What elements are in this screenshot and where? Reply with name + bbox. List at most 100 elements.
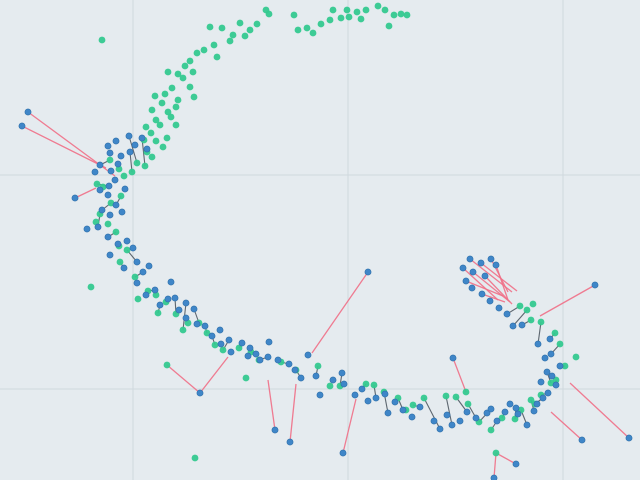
- blue-point-9: [112, 201, 120, 209]
- blue-point-118: [117, 152, 125, 160]
- green-point-126: [529, 300, 537, 308]
- blue-point-8: [121, 185, 129, 193]
- pair-line-52: [128, 135, 138, 164]
- error-line-21: [472, 271, 511, 303]
- blue-point-48: [274, 356, 282, 364]
- blue-point-116: [126, 148, 134, 156]
- blue-point-82: [523, 421, 531, 429]
- green-point-55: [163, 134, 171, 142]
- blue-point-1: [91, 168, 99, 176]
- green-point-60: [148, 153, 156, 161]
- error-line-12: [166, 364, 201, 394]
- blue-point-15: [114, 240, 122, 248]
- green-point-2: [265, 10, 273, 18]
- green-point-80: [134, 295, 142, 303]
- blue-point-98: [503, 310, 511, 318]
- blue-point-45: [256, 356, 264, 364]
- blue-point-68: [430, 417, 438, 425]
- blue-point-64: [391, 398, 399, 406]
- green-point-74: [112, 228, 120, 236]
- blue-point-131: [339, 449, 347, 457]
- blue-point-40: [227, 348, 235, 356]
- blue-point-61: [372, 394, 380, 402]
- green-point-110: [498, 414, 506, 422]
- green-point-58: [159, 143, 167, 151]
- error-line-4: [452, 357, 467, 393]
- blue-point-76: [493, 417, 501, 425]
- error-lines: [21, 111, 630, 479]
- blue-point-114: [131, 141, 139, 149]
- green-point-20: [309, 29, 317, 37]
- green-point-11: [403, 11, 411, 19]
- blue-point-25: [151, 286, 159, 294]
- green-point-50: [152, 116, 160, 124]
- green-point-132: [492, 449, 500, 457]
- blue-point-35: [201, 322, 209, 330]
- blue-point-112: [112, 137, 120, 145]
- green-point-25: [229, 31, 237, 39]
- blue-point-34: [193, 320, 201, 328]
- green-point-10: [397, 10, 405, 18]
- green-point-119: [572, 353, 580, 361]
- green-point-36: [174, 70, 182, 78]
- blue-point-127: [625, 434, 633, 442]
- green-point-53: [142, 123, 150, 131]
- green-point-89: [211, 341, 219, 349]
- green-point-103: [409, 401, 417, 409]
- blue-point-46: [265, 338, 273, 346]
- green-point-34: [181, 62, 189, 70]
- blue-point-24: [142, 291, 150, 299]
- green-point-57: [152, 137, 160, 145]
- green-point-61: [133, 159, 141, 167]
- blue-point-91: [556, 362, 564, 370]
- green-point-8: [381, 6, 389, 14]
- blue-point-32: [182, 314, 190, 322]
- blue-point-36: [208, 332, 216, 340]
- green-point-130: [87, 283, 95, 291]
- green-point-99: [362, 380, 370, 388]
- blue-point-66: [408, 413, 416, 421]
- green-point-43: [190, 93, 198, 101]
- blue-point-67: [416, 403, 424, 411]
- green-point-29: [210, 41, 218, 49]
- green-point-109: [487, 426, 495, 434]
- blue-point-111: [104, 142, 112, 150]
- blue-point-132: [196, 389, 204, 397]
- blue-point-78: [501, 408, 509, 416]
- green-point-15: [357, 15, 365, 23]
- green-point-83: [154, 309, 162, 317]
- green-point-100: [370, 381, 378, 389]
- blue-point-7: [104, 191, 112, 199]
- blue-point-50: [291, 366, 299, 374]
- green-point-3: [329, 6, 337, 14]
- green-point-121: [551, 329, 559, 337]
- blue-point-20: [133, 258, 141, 266]
- blue-point-80: [512, 404, 520, 412]
- green-point-64: [106, 156, 114, 164]
- pair-line-48: [537, 321, 542, 345]
- blue-point-26: [156, 301, 164, 309]
- blue-point-94: [546, 335, 554, 343]
- green-point-45: [158, 99, 166, 107]
- blue-point-100: [486, 297, 494, 305]
- blue-point-47: [264, 353, 272, 361]
- error-line-14: [493, 452, 497, 479]
- green-point-122: [537, 318, 545, 326]
- blue-point-109: [469, 268, 477, 276]
- green-point-118: [561, 362, 569, 370]
- error-line-3: [311, 271, 369, 354]
- blue-point-90: [552, 381, 560, 389]
- blue-point-121: [18, 122, 26, 130]
- error-line-20: [462, 267, 499, 301]
- green-point-124: [523, 306, 531, 314]
- green-point-90: [219, 346, 227, 354]
- blue-point-96: [518, 321, 526, 329]
- green-point-13: [337, 14, 345, 22]
- blue-point-88: [543, 368, 551, 376]
- green-point-6: [362, 6, 370, 14]
- blue-point-69: [436, 425, 444, 433]
- blue-point-71: [448, 421, 456, 429]
- blue-point-6: [96, 186, 104, 194]
- blue-point-53: [312, 372, 320, 380]
